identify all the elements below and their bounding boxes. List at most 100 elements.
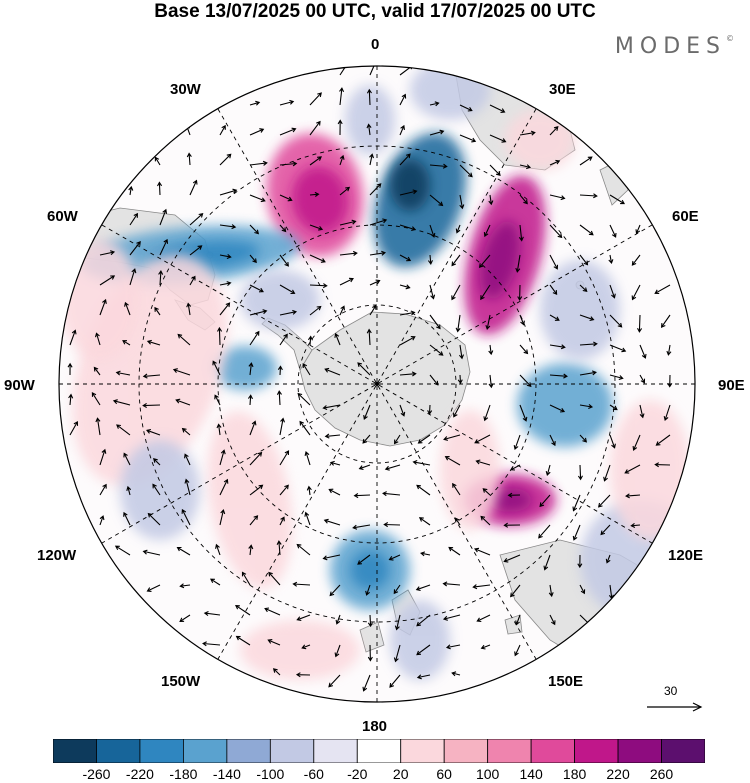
wind-vector-arrow [420,551,431,557]
wind-vector-arrow [249,451,263,466]
wind-vector-arrow [429,284,436,300]
wind-vector-arrow [99,275,116,286]
wind-vector-arrow [579,156,593,166]
anomaly-blob [60,240,140,360]
wind-vector-arrow [455,224,461,234]
lon-label-120w: 120W [37,547,77,564]
lon-label-30w: 30W [170,81,201,98]
wind-vector-arrow [519,404,528,422]
wind-vector-arrow [366,328,372,346]
wind-vector-arrow [296,614,311,622]
wind-vector-arrow [609,404,618,411]
anomaly-blob [345,85,395,155]
anomaly-blob [610,400,690,540]
wind-vector-arrow [248,544,254,556]
wind-vector-arrow [549,373,568,379]
wind-vector-arrow [99,515,105,526]
wind-vector-arrow [302,363,311,376]
wind-vector-arrow [639,344,647,359]
wind-vector-arrow [172,368,191,376]
colorbar-tick-label: 20 [392,766,409,782]
wind-vector-arrow [579,193,598,199]
wind-vector-arrow [429,194,444,207]
wind-vector-arrow [579,314,595,322]
wind-vector-arrow [279,194,293,202]
anomaly-blob [488,488,532,512]
wind-vector-arrow [451,254,461,267]
wind-vector-arrow [488,344,494,356]
wind-vector-arrow [279,99,295,106]
wind-vector-arrow [476,614,491,623]
wind-vector-arrow [264,607,281,616]
wind-vector-arrow [609,314,623,328]
colorbar-tick-label: -260 [82,766,111,782]
wind-vector-arrow [189,179,198,196]
wind-vector-arrow [122,340,131,346]
wind-vector-arrow [474,434,491,444]
map-title: Base 13/07/2025 00 UTC, valid 17/07/2025… [154,1,596,22]
wind-vector-arrow [399,310,416,316]
wind-vector-arrow [249,420,257,436]
wind-vector-arrow [548,584,554,598]
wind-vector-arrow [399,284,411,290]
wind-vector-arrow [488,374,494,389]
wind-vector-arrow [247,394,253,406]
wind-vector-arrow [115,370,131,376]
colorbar-swatch [269,739,315,763]
wind-vector-arrow [337,119,343,136]
wind-vector-arrow [339,186,351,196]
wind-vector-arrow [309,254,326,263]
wind-vector-arrow [631,254,641,266]
wind-vector-arrow [369,218,388,226]
wind-vector-arrow [146,428,161,436]
wind-vector-arrow [203,610,221,617]
wind-vector-arrow [177,333,191,346]
wind-vector-arrow [549,434,556,447]
wind-vector-arrow [549,284,558,295]
wind-vector-arrow [579,434,588,443]
lon-label-90w: 90W [4,377,35,394]
wind-vector-arrow [549,314,560,321]
wind-vector-arrow [429,224,436,238]
anomaly-blob [120,440,200,540]
wind-vector-arrow [219,478,229,496]
wind-vector-arrow [235,605,251,616]
wind-vector-arrow [215,543,221,556]
wind-vector-arrow [216,423,222,436]
wind-vector-arrow [295,672,311,678]
wind-vector-arrow [549,159,561,166]
wind-vector-arrow [459,194,465,210]
wind-vector-arrow [304,511,311,526]
wind-vector-arrow [267,639,281,646]
wind-vector-arrow [489,134,507,143]
colorbar-swatch [400,739,445,763]
wind-vector-arrow [277,365,283,376]
colorbar-tick-label: -60 [303,766,324,782]
wind-vector-arrow [94,332,101,346]
wind-vector-arrow [146,584,161,592]
wind-vector-arrow [369,66,378,76]
wind-vector-arrow [579,224,594,236]
wind-vector-arrow [394,614,401,631]
wind-vector-arrow [352,524,371,530]
lon-label-150w: 150W [161,673,201,690]
lon-label-150e: 150E [548,673,584,690]
colorbar-swatch [182,739,228,763]
wind-vector-arrow [630,522,641,528]
wind-vector-arrow [334,644,341,658]
wind-vector-arrow [339,250,358,256]
wind-vector-arrow [154,306,161,316]
wind-vector-arrow [609,374,624,381]
wind-vector-arrow [324,433,341,439]
wind-vector-arrow [474,547,491,556]
wind-vector-arrow [597,494,611,508]
wind-vector-arrow [452,482,461,496]
wind-vector-arrow [412,459,431,466]
wind-vector-arrow [382,491,401,497]
wind-vector-arrow [219,188,238,196]
wind-vector-arrow [95,417,101,436]
wind-vector-arrow [279,254,289,267]
wind-vector-arrow [393,584,401,595]
wind-vector-arrow [459,164,473,178]
wind-vector-arrow [339,87,345,106]
